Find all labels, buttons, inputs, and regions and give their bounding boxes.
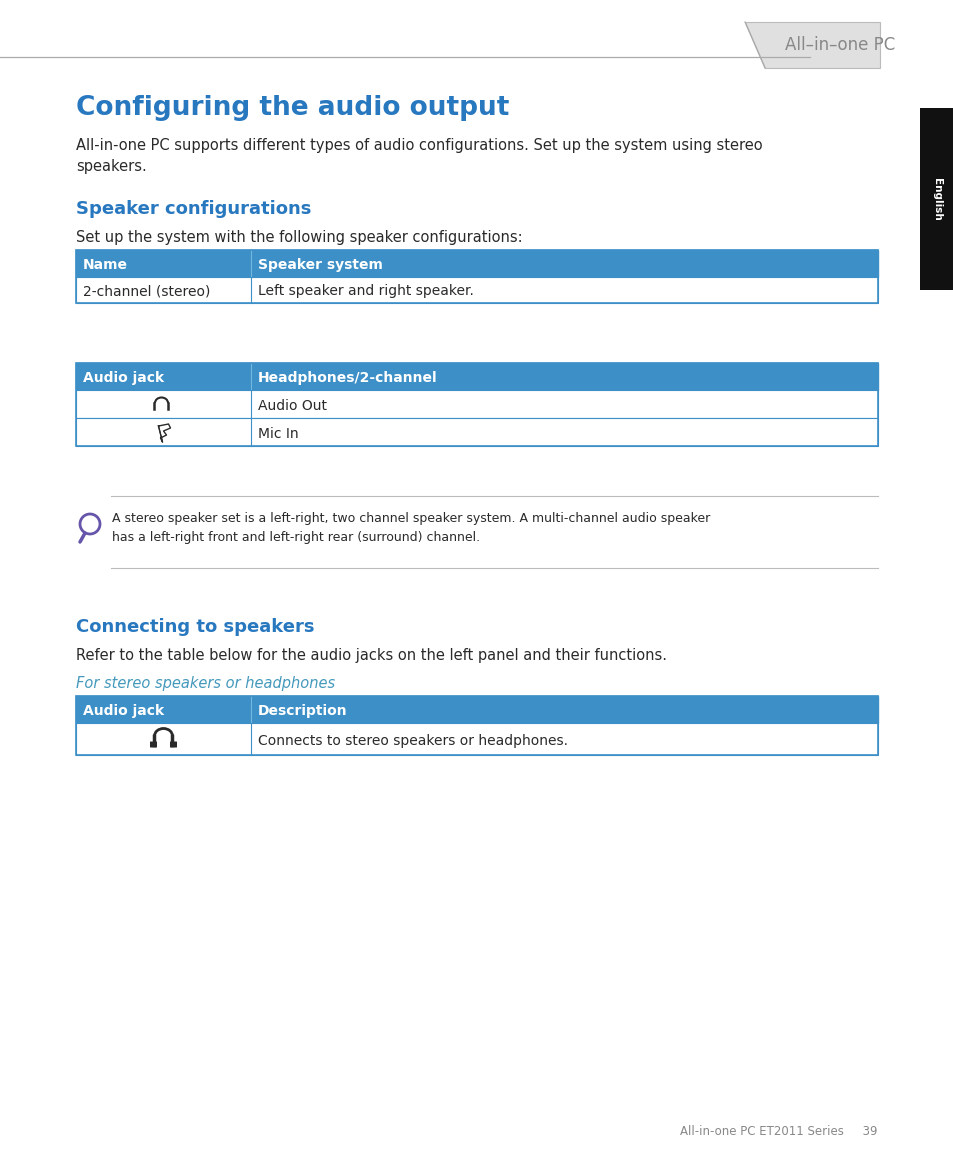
FancyBboxPatch shape (919, 109, 953, 290)
Text: Left speaker and right speaker.: Left speaker and right speaker. (257, 284, 474, 298)
FancyBboxPatch shape (170, 742, 177, 747)
FancyBboxPatch shape (76, 418, 877, 446)
FancyBboxPatch shape (76, 277, 877, 303)
FancyBboxPatch shape (76, 723, 877, 755)
Text: Connects to stereo speakers or headphones.: Connects to stereo speakers or headphone… (257, 733, 567, 747)
Text: A stereo speaker set is a left-right, two channel speaker system. A multi-channe: A stereo speaker set is a left-right, tw… (112, 512, 709, 544)
Text: All–in–one PC: All–in–one PC (784, 36, 894, 54)
Text: Headphones/2-channel: Headphones/2-channel (257, 371, 437, 385)
FancyBboxPatch shape (76, 390, 877, 418)
Text: All-in-one PC ET2011 Series     39: All-in-one PC ET2011 Series 39 (679, 1125, 877, 1138)
FancyBboxPatch shape (76, 249, 877, 277)
Text: Connecting to speakers: Connecting to speakers (76, 618, 314, 636)
FancyBboxPatch shape (150, 742, 157, 747)
Text: Mic In: Mic In (257, 426, 298, 440)
Text: Audio jack: Audio jack (83, 371, 164, 385)
Text: Name: Name (83, 258, 128, 271)
Text: All-in-one PC supports different types of audio configurations. Set up the syste: All-in-one PC supports different types o… (76, 137, 761, 174)
FancyBboxPatch shape (76, 696, 877, 723)
Text: 2-channel (stereo): 2-channel (stereo) (83, 284, 211, 298)
Text: Speaker system: Speaker system (257, 258, 382, 271)
Text: Speaker configurations: Speaker configurations (76, 200, 311, 218)
Text: Set up the system with the following speaker configurations:: Set up the system with the following spe… (76, 230, 522, 245)
FancyBboxPatch shape (76, 363, 877, 390)
Text: Audio jack: Audio jack (83, 705, 164, 718)
Text: Description: Description (257, 705, 347, 718)
Text: Refer to the table below for the audio jacks on the left panel and their functio: Refer to the table below for the audio j… (76, 648, 666, 663)
Text: Configuring the audio output: Configuring the audio output (76, 95, 509, 121)
Text: Audio Out: Audio Out (257, 398, 327, 412)
Polygon shape (744, 22, 879, 68)
Text: For stereo speakers or headphones: For stereo speakers or headphones (76, 676, 335, 691)
Text: English: English (931, 178, 941, 221)
